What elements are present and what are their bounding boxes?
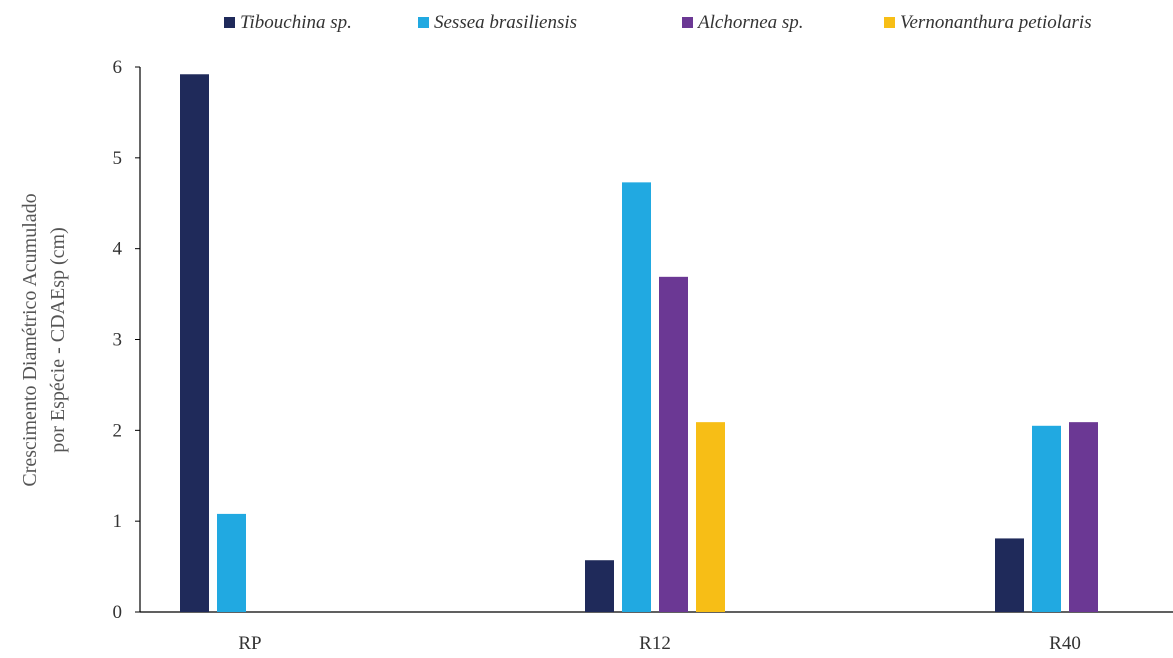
x-category-label: R40	[1049, 633, 1081, 653]
y-axis-title: Crescimento Diamétrico Acumulado por Esp…	[19, 193, 69, 486]
bar	[180, 74, 209, 612]
bar	[659, 277, 688, 612]
bar	[1032, 426, 1061, 612]
x-category-label: RP	[238, 633, 261, 653]
bar	[995, 538, 1024, 612]
y-tick-label: 4	[113, 239, 123, 260]
y-axis-title-line-1: Crescimento Diamétrico Acumulado	[19, 193, 41, 486]
bar	[1069, 422, 1098, 612]
bar	[585, 560, 614, 612]
legend-label: Sessea brasiliensis	[434, 12, 577, 33]
y-tick-label: 1	[113, 511, 123, 532]
y-tick-label: 6	[113, 57, 123, 78]
y-tick-label: 3	[113, 330, 123, 351]
bars	[180, 74, 1098, 612]
y-tick-label: 0	[113, 602, 123, 623]
legend-swatch	[884, 17, 895, 28]
legend-swatch	[224, 17, 235, 28]
y-axis-title-line-2: por Espécie - CDAEsp (cm)	[47, 227, 69, 453]
y-tick-label: 5	[113, 148, 123, 169]
legend-label: Vernonanthura petiolaris	[900, 12, 1092, 33]
y-tick-label: 2	[113, 420, 123, 441]
legend-swatch	[418, 17, 429, 28]
legend: Tibouchina sp. Sessea brasiliensis Alchorn…	[224, 12, 1092, 33]
legend-label: Alchornea sp.	[696, 12, 804, 33]
bar	[696, 422, 725, 612]
bar	[217, 514, 246, 612]
bar	[622, 182, 651, 612]
legend-swatch	[682, 17, 693, 28]
x-category-label: R12	[639, 633, 671, 653]
legend-label: Tibouchina sp.	[240, 12, 352, 33]
